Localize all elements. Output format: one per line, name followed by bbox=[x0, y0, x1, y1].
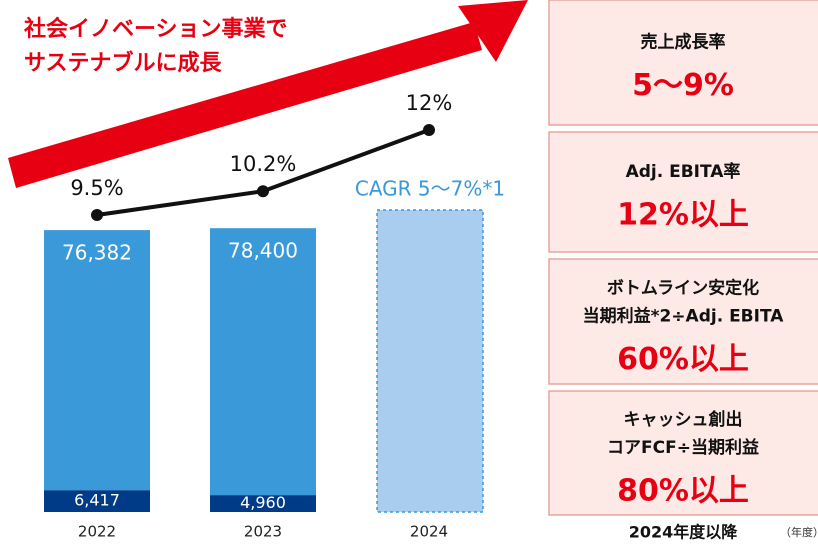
target-label: コアFCF÷当期利益 bbox=[607, 437, 759, 458]
period-label: 2024年度以降 bbox=[629, 523, 739, 542]
data-label: 76,382 bbox=[62, 241, 132, 265]
data-label: 10.2% bbox=[230, 152, 297, 176]
target-panel bbox=[548, 0, 818, 126]
bar-segment bbox=[210, 228, 316, 496]
target-value: 80%以上 bbox=[617, 474, 749, 509]
bar-segment bbox=[44, 230, 150, 491]
target-label: 売上成長率 bbox=[641, 32, 726, 53]
line-point bbox=[91, 209, 103, 221]
data-label: 9.5% bbox=[70, 176, 123, 200]
target-value: 12%以上 bbox=[617, 198, 749, 233]
chart-title: 社会イノベーション事業で bbox=[24, 16, 288, 42]
unit-label: （年度） bbox=[780, 525, 818, 539]
growth-arrow bbox=[8, 22, 482, 188]
target-label: Adj. EBITA率 bbox=[626, 161, 741, 182]
chart-title: サステナブルに成長 bbox=[24, 50, 223, 76]
target-value: 60%以上 bbox=[617, 342, 749, 377]
target-panel bbox=[548, 131, 818, 253]
forecast-bar bbox=[376, 209, 484, 513]
x-tick-label: 2023 bbox=[244, 523, 282, 541]
target-label: 当期利益*2÷Adj. EBITA bbox=[583, 306, 785, 327]
data-label: 12% bbox=[406, 91, 453, 115]
x-tick-label: 2024 bbox=[410, 523, 448, 541]
bar-segment bbox=[210, 495, 316, 512]
data-label: 4,960 bbox=[240, 493, 286, 512]
line-point bbox=[257, 185, 269, 198]
target-value: 5〜9% bbox=[632, 68, 734, 103]
line-point bbox=[423, 124, 435, 136]
data-label: 6,417 bbox=[74, 491, 120, 510]
x-tick-label: 2022 bbox=[78, 523, 116, 541]
annotation: CAGR 5〜7%*1 bbox=[355, 177, 505, 201]
target-label: ボトムライン安定化 bbox=[607, 278, 759, 299]
data-label: 78,400 bbox=[228, 239, 298, 263]
growth-arrow-head bbox=[458, 0, 528, 62]
target-label: キャッシュ創出 bbox=[624, 409, 743, 430]
target-panel bbox=[548, 258, 818, 385]
target-panel bbox=[548, 390, 818, 516]
bar-segment bbox=[44, 490, 150, 512]
